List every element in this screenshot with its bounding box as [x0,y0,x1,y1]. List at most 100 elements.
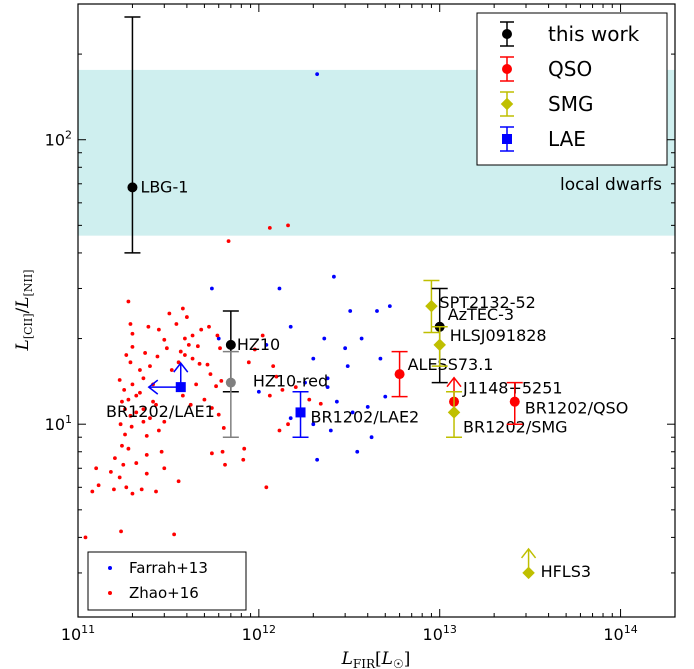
limit-arrowhead-up-br1202-lae1 [173,361,189,373]
point-zhao-16-63 [182,353,187,357]
point-zhao-16-26 [209,451,214,456]
datapoint-hlsj091828: HLSJ091828 [431,326,547,367]
point-zhao-16-40 [141,407,146,411]
point-zhao-16-13 [130,491,135,496]
marker-hlsj091828 [433,338,446,352]
point-zhao-16-96 [252,347,257,352]
point-zhao-16-76 [162,337,167,342]
point-farrah-13-18 [365,405,370,409]
point-zhao-16-69 [188,402,193,407]
datapoint-br1202-lae2: BR1202/LAE2 [292,391,420,438]
point-zhao-16-77 [156,327,161,332]
point-zhao-16-32 [123,432,127,437]
point-zhao-16-95 [218,346,222,351]
point-zhao-16-8 [96,483,101,488]
point-farrah-13-1 [209,286,214,291]
point-zhao-16-67 [194,382,199,387]
point-zhao-16-18 [113,456,117,460]
point-zhao-16-45 [120,399,124,404]
point-zhao-16-0 [267,225,272,230]
point-zhao-16-70 [202,397,207,402]
legend-marker-qso [502,64,512,74]
point-zhao-16-37 [134,410,139,415]
point-zhao-16-12 [124,485,129,490]
point-zhao-16-97 [246,360,251,365]
point-zhao-16-31 [223,462,227,467]
point-zhao-16-109 [138,390,142,395]
point-farrah-13-5 [375,309,379,313]
label-aztec-3: AzTEC-3 [448,305,514,324]
point-zhao-16-61 [169,368,174,372]
point-farrah-13-29 [345,364,350,369]
point-zhao-16-33 [129,424,134,429]
point-zhao-16-14 [139,487,144,492]
label-aless73-1: ALESS73.1 [408,355,494,374]
datapoint-br1202-qso: BR1202/QSO [506,381,628,425]
label-hz10: HZ10 [237,335,280,354]
x-axis-label: LFIR[L☉] [341,649,411,669]
point-zhao-16-15 [154,489,158,494]
point-farrah-13-27 [325,376,330,381]
point-farrah-13-25 [355,449,360,454]
legend-marker-this-work [502,29,512,39]
label-lbg-1: LBG-1 [140,177,188,196]
point-farrah-13-9 [216,336,221,341]
legend-main: this work QSO SMG LAE [476,12,668,166]
point-farrah-13-2 [277,286,282,291]
point-farrah-13-10 [264,342,269,347]
point-zhao-16-9 [108,469,113,474]
plot-frame [77,3,676,618]
legend-label-this-work: this work [548,22,640,46]
y-axis-label: L[CII]/L[NII] [13,270,35,352]
point-zhao-16-55 [128,360,133,365]
legend-marker-smg [500,97,514,111]
point-zhao-16-72 [216,412,221,417]
marker-br1202-lae1 [175,382,186,393]
point-zhao-16-7 [90,489,95,494]
point-zhao-16-2 [226,239,231,244]
point-zhao-16-24 [176,479,181,484]
point-zhao-16-102 [286,422,290,427]
legend-label-smg: SMG [548,92,593,116]
point-zhao-16-81 [184,315,189,319]
point-zhao-16-28 [242,446,247,451]
point-zhao-16-46 [126,397,131,402]
point-zhao-16-74 [214,384,218,389]
legend-label-qso: QSO [548,57,592,81]
point-zhao-16-78 [174,322,179,326]
point-farrah-13-4 [348,309,353,313]
point-zhao-16-59 [155,354,160,359]
point-zhao-16-68 [180,393,185,398]
datapoint-br1202-smg: BR1202/SMG [446,391,568,438]
point-farrah-13-7 [322,336,327,341]
point-zhao-16-110 [151,399,155,404]
point-zhao-16-82 [190,333,195,338]
y-tick-label-1: 101 [45,413,72,434]
series-farrah-13 [209,72,392,462]
point-zhao-16-90 [130,331,135,336]
label-hz10-red: HZ10-red [253,372,328,391]
point-zhao-16-92 [178,349,183,354]
legend-small: Farrah+13 Zhao+16 [87,551,247,611]
point-zhao-16-19 [120,443,124,448]
label-j1148-5251: J1148+5251 [462,379,563,398]
point-zhao-16-44 [144,433,149,438]
point-zhao-16-22 [144,452,149,457]
point-farrah-13-28 [383,394,388,399]
point-zhao-16-21 [134,461,139,465]
point-farrah-13-0 [315,72,320,77]
label-br1202-lae2: BR1202/LAE2 [311,407,420,426]
point-zhao-16-29 [264,485,269,490]
point-zhao-16-80 [180,306,185,311]
point-zhao-16-84 [207,324,211,329]
point-zhao-16-101 [267,393,272,398]
point-zhao-16-49 [130,382,135,387]
point-zhao-16-73 [221,426,226,430]
point-zhao-16-11 [121,462,126,467]
point-zhao-16-91 [146,324,151,329]
point-zhao-16-35 [128,413,133,418]
x-tick-label-13: 1013 [423,623,457,644]
legend-label-lae: LAE [548,127,586,151]
point-zhao-16-85 [215,333,220,338]
